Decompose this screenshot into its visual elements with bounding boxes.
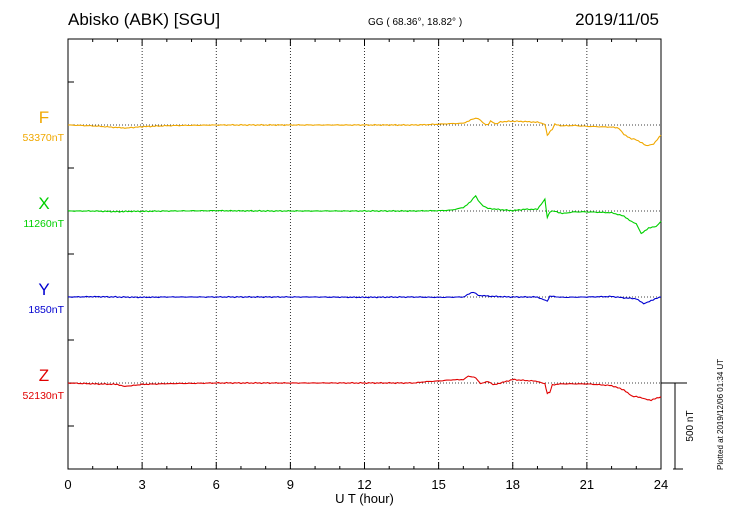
series-traces xyxy=(67,117,662,402)
scale-bar-label: 500 nT xyxy=(685,410,696,441)
plotted-timestamp: Plotted at 2019/12/06 01:34 UT xyxy=(716,358,725,470)
x-tick-label: 21 xyxy=(580,477,594,492)
series-labels: F 53370nT X 11260nT Y 1850nT Z 52130nT xyxy=(23,108,65,402)
x-tick-label: 3 xyxy=(139,477,146,492)
x-tick-label: 15 xyxy=(431,477,445,492)
series-baseline-z: 52130nT xyxy=(23,390,65,402)
series-name-f: F xyxy=(39,108,49,127)
scale-bar: 500 nT xyxy=(661,382,696,470)
station-coordinates: GG ( 68.36°, 18.82° ) xyxy=(368,17,463,28)
series-baseline-f: 53370nT xyxy=(23,132,65,144)
observation-date: 2019/11/05 xyxy=(575,10,659,29)
x-tick-label: 0 xyxy=(64,477,71,492)
axis-ticks: 0 3 6 9 12 15 18 21 24 xyxy=(64,39,668,492)
x-tick-label: 12 xyxy=(357,477,371,492)
station-title: Abisko (ABK) [SGU] xyxy=(68,10,221,29)
series-name-y: Y xyxy=(38,280,49,299)
x-tick-label: 18 xyxy=(506,477,520,492)
x-axis-label: U T (hour) xyxy=(335,491,394,506)
x-tick-label: 24 xyxy=(654,477,668,492)
x-tick-label: 9 xyxy=(287,477,294,492)
series-name-z: Z xyxy=(39,366,49,385)
series-name-x: X xyxy=(38,194,49,213)
series-line-z xyxy=(67,375,662,402)
series-baseline-y: 1850nT xyxy=(28,304,64,316)
series-line-x xyxy=(67,194,662,235)
series-line-y xyxy=(68,291,662,305)
series-baseline-x: 11260nT xyxy=(23,218,64,230)
x-tick-label: 6 xyxy=(213,477,220,492)
grid-lines xyxy=(68,39,661,469)
plot-frame xyxy=(67,38,662,470)
series-line-f xyxy=(67,117,662,147)
